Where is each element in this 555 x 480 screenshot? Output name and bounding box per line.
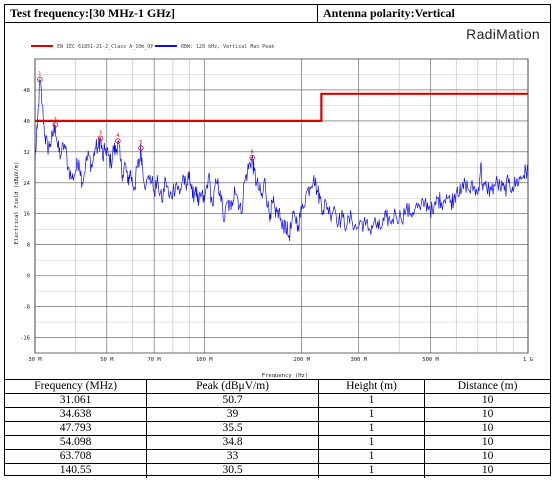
cell-distance: 10 bbox=[424, 463, 550, 478]
x-tick-label: 50 M bbox=[100, 357, 114, 363]
cell-height: 1 bbox=[317, 449, 426, 464]
chart-grid bbox=[34, 58, 529, 354]
cell-peak: 34.8 bbox=[146, 435, 319, 450]
table-header-row: Frequency (MHz) Peak (dBμV/m) Height (m)… bbox=[5, 379, 550, 394]
cell-frequency: 31.061 bbox=[5, 393, 148, 408]
peak-marker bbox=[97, 135, 104, 142]
peak-marker-label: 1 bbox=[38, 72, 41, 78]
cell-height: 1 bbox=[317, 407, 426, 422]
table-row: 63.708 33 1 10 bbox=[5, 449, 550, 464]
emission-chart: EN IEC 61851-21-2_Class A_10m_QP RBW: 120… bbox=[14, 44, 533, 379]
chart-legend: EN IEC 61851-21-2_Class A_10m_QP RBW: 120… bbox=[31, 44, 274, 50]
x-tick-label: 500 M bbox=[422, 357, 439, 363]
brand-logo: RadiMation bbox=[466, 26, 540, 42]
cell-distance: 10 bbox=[424, 435, 550, 450]
cell-peak: 35.5 bbox=[146, 421, 319, 436]
x-tick-label: 70 M bbox=[147, 357, 161, 363]
cell-frequency: 140.55 bbox=[5, 463, 148, 478]
limit-line bbox=[35, 92, 528, 122]
cell-distance: 10 bbox=[424, 421, 550, 436]
x-tick-label: 200 M bbox=[293, 357, 310, 363]
y-tick-label: -8 bbox=[23, 305, 30, 311]
y-tick-label: -16 bbox=[20, 336, 30, 342]
x-tick-label: 1 G bbox=[523, 357, 533, 363]
table-row: 54.098 34.8 1 10 bbox=[5, 435, 550, 450]
cell-height: 1 bbox=[317, 393, 426, 408]
x-tick-label: 300 M bbox=[350, 357, 367, 363]
cell-distance: 10 bbox=[424, 449, 550, 464]
legend-label: EN IEC 61851-21-2_Class A_10m_QP bbox=[57, 44, 153, 50]
x-axis-label: Frequency (Hz) bbox=[262, 373, 308, 379]
table-row: 140.55 30.5 1 10 bbox=[5, 463, 550, 478]
y-tick-label: 40 bbox=[23, 119, 30, 125]
cell-frequency: 34.638 bbox=[5, 407, 148, 422]
peak-marker bbox=[138, 145, 144, 151]
test-frequency-label: Test frequency:[30 MHz-1 GHz] bbox=[5, 5, 318, 22]
col-frequency-header: Frequency (MHz) bbox=[5, 379, 148, 394]
peak-marker-label: 2 bbox=[54, 117, 57, 123]
y-tick-label: 48 bbox=[23, 88, 30, 94]
col-height-header: Height (m) bbox=[317, 379, 426, 394]
plot-border bbox=[34, 58, 529, 354]
x-tick-label: 30 M bbox=[28, 357, 42, 363]
y-tick-label: 24 bbox=[23, 181, 30, 187]
y-tick-label: 0 bbox=[27, 274, 30, 280]
cell-peak: 50.7 bbox=[146, 393, 319, 408]
table-row: 31.061 50.7 1 10 bbox=[5, 393, 550, 408]
cell-distance: 10 bbox=[424, 407, 550, 422]
y-tick-labels: -16 -8 0 8 16 24 32 40 48 bbox=[20, 88, 31, 342]
peak-marker-label: 6 bbox=[251, 150, 254, 156]
table-row: 34.638 39 1 10 bbox=[5, 407, 550, 422]
cell-peak: 30.5 bbox=[146, 463, 319, 478]
cell-frequency: 47.793 bbox=[5, 421, 148, 436]
y-axis-label: Electrical Field (dBµV/m) bbox=[14, 162, 20, 245]
cell-peak: 33 bbox=[146, 449, 319, 464]
cell-peak: 39 bbox=[146, 407, 319, 422]
peak-results-table: Frequency (MHz) Peak (dBμV/m) Height (m)… bbox=[5, 379, 550, 478]
cell-frequency: 54.098 bbox=[5, 435, 148, 450]
x-tick-label: 100 M bbox=[196, 357, 213, 363]
col-distance-header: Distance (m) bbox=[424, 379, 550, 394]
report-header: Test frequency:[30 MHz-1 GHz] Antenna po… bbox=[5, 5, 550, 23]
cell-height: 1 bbox=[317, 421, 426, 436]
y-tick-label: 16 bbox=[23, 212, 30, 218]
table-row: 47.793 35.5 1 10 bbox=[5, 421, 550, 436]
plot-area: 1 2 3 4 5 6 bbox=[34, 72, 529, 241]
peak-marker bbox=[249, 154, 255, 161]
cell-distance: 10 bbox=[424, 393, 550, 408]
cell-height: 1 bbox=[317, 463, 426, 478]
y-tick-label: 8 bbox=[27, 243, 30, 249]
cell-height: 1 bbox=[317, 435, 426, 450]
col-peak-header: Peak (dBμV/m) bbox=[146, 379, 319, 394]
measurement-trace bbox=[34, 78, 529, 241]
peak-marker-label: 5 bbox=[139, 140, 142, 146]
y-tick-label: 32 bbox=[23, 150, 30, 156]
cell-frequency: 63.708 bbox=[5, 449, 148, 464]
x-tick-labels: 30 M 50 M 70 M 100 M 200 M 300 M 500 M 1 G bbox=[28, 357, 533, 363]
peak-marker bbox=[37, 76, 43, 83]
peak-marker bbox=[115, 138, 121, 144]
peak-marker bbox=[52, 122, 58, 128]
peak-marker-label: 3 bbox=[99, 130, 102, 136]
report-frame: Test frequency:[30 MHz-1 GHz] Antenna po… bbox=[4, 4, 551, 478]
legend-label: RBW: 120 kHz, Vertical Max Peak bbox=[181, 44, 274, 50]
peak-marker-label: 4 bbox=[116, 133, 119, 139]
antenna-polarity-label: Antenna polarity:Vertical bbox=[323, 6, 455, 20]
